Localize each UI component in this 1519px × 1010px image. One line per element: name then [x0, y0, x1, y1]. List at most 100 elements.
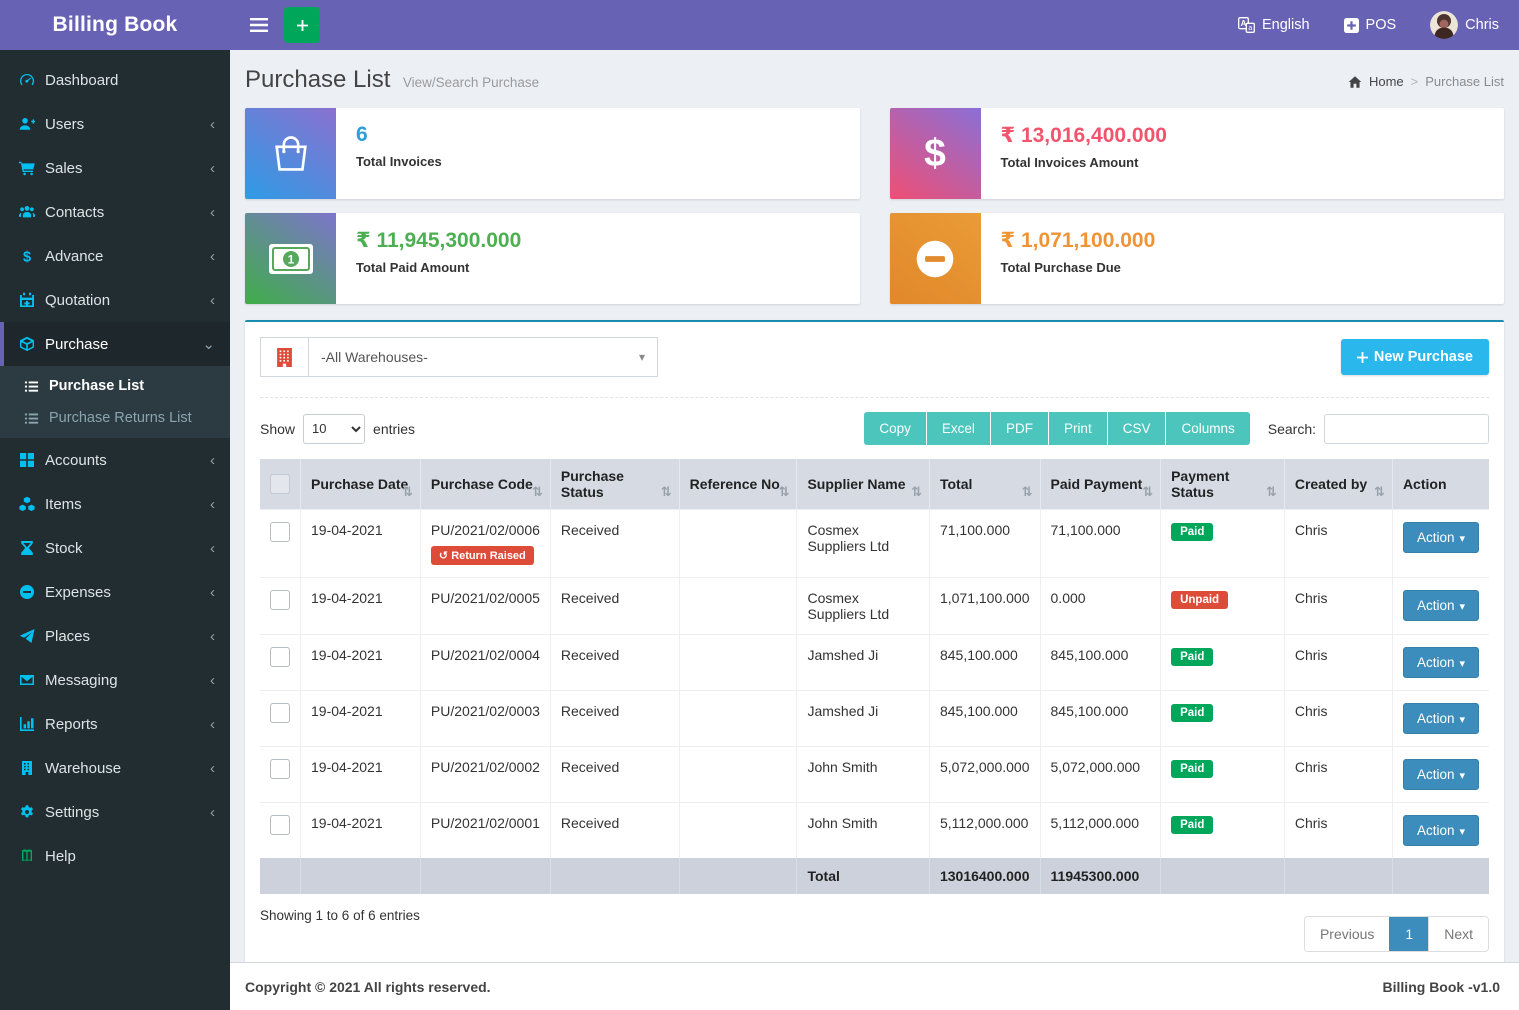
page-size-select[interactable]: 10 — [303, 413, 366, 444]
money-icon: 1 — [245, 213, 336, 304]
sort-icon[interactable]: ⇅ — [402, 484, 413, 499]
header-purchase-status[interactable]: Purchase Status ⇅ — [549, 459, 680, 510]
breadcrumb-home[interactable]: Home — [1368, 74, 1404, 89]
select-all-checkbox[interactable] — [270, 474, 290, 494]
sidebar-item-purchase[interactable]: Purchase ⌄ — [0, 322, 230, 366]
row-action-button[interactable]: Action ▾ — [1402, 522, 1479, 553]
chevron-left-icon: ‹ — [210, 759, 215, 777]
pagination-previous[interactable]: Previous — [1304, 917, 1390, 951]
chevron-left-icon: ‹ — [210, 451, 215, 469]
sidebar-item-label: Help — [45, 847, 76, 865]
row-checkbox[interactable] — [270, 815, 290, 835]
minus-big-icon — [889, 213, 981, 304]
divider — [260, 397, 1489, 398]
app-logo[interactable]: Billing Book — [52, 13, 178, 36]
export-excel-button[interactable]: Excel — [926, 412, 991, 445]
return-raised-badge[interactable]: ↺ Return Raised — [430, 546, 534, 565]
sidebar-item-settings[interactable]: Settings ‹ — [0, 790, 230, 834]
sidebar-item-quotation[interactable]: Quotation ‹ — [0, 278, 230, 322]
header-reference-no[interactable]: Reference No. ⇅ — [678, 459, 797, 510]
cell-created-by: Chris — [1283, 746, 1393, 803]
sidebar-item-places[interactable]: Places ‹ — [0, 614, 230, 658]
sidebar-item-accounts[interactable]: Accounts ‹ — [0, 438, 230, 482]
quick-add-button[interactable] — [284, 7, 320, 43]
sidebar-item-sales[interactable]: Sales ‹ — [0, 146, 230, 190]
row-checkbox[interactable] — [270, 703, 290, 723]
pagination-next[interactable]: Next — [1428, 917, 1488, 951]
header-purchase-date[interactable]: Purchase Date ⇅ — [300, 459, 421, 510]
new-purchase-button[interactable]: New Purchase — [1340, 339, 1489, 375]
sidebar-item-messaging[interactable]: Messaging ‹ — [0, 658, 230, 702]
header-supplier-name[interactable]: Supplier Name ⇅ — [796, 459, 930, 510]
row-checkbox[interactable] — [270, 590, 290, 610]
sidebar-item-reports[interactable]: Reports ‹ — [0, 702, 230, 746]
page-subtitle: View/Search Purchase — [402, 75, 540, 90]
export-columns-button[interactable]: Columns — [1166, 412, 1250, 445]
user-menu[interactable]: Chris — [1430, 11, 1499, 39]
row-checkbox[interactable] — [270, 522, 290, 542]
stat-label: Total Paid Amount — [356, 260, 470, 275]
sort-icon[interactable]: ⇅ — [1142, 484, 1154, 499]
row-checkbox[interactable] — [270, 759, 290, 779]
row-checkbox[interactable] — [270, 647, 290, 667]
sort-icon[interactable]: ⇅ — [778, 484, 790, 499]
header-paid-payment[interactable]: Paid Payment ⇅ — [1039, 459, 1161, 510]
sort-icon[interactable]: ⇅ — [1374, 484, 1385, 499]
sidebar-item-stock[interactable]: Stock ‹ — [0, 526, 230, 570]
row-action-button[interactable]: Action ▾ — [1402, 815, 1479, 846]
sidebar-subitem-purchase-returns-list[interactable]: Purchase Returns List — [0, 402, 230, 434]
export-copy-button[interactable]: Copy — [864, 412, 927, 445]
sort-icon[interactable]: ⇅ — [532, 484, 543, 499]
sort-icon[interactable]: ⇅ — [660, 484, 672, 499]
sidebar-item-help[interactable]: Help — [0, 834, 230, 878]
caret-down-icon: ▾ — [1459, 601, 1465, 613]
hourglass-icon — [19, 540, 45, 556]
pos-button[interactable]: POS — [1343, 17, 1396, 33]
export-csv-button[interactable]: CSV — [1107, 412, 1167, 445]
sidebar-item-dashboard[interactable]: Dashboard — [0, 58, 230, 102]
header-purchase-code[interactable]: Purchase Code ⇅ — [419, 459, 551, 510]
export-pdf-button[interactable]: PDF — [990, 412, 1049, 445]
sort-icon[interactable]: ⇅ — [911, 484, 922, 499]
row-action-button[interactable]: Action ▾ — [1402, 590, 1479, 621]
warehouse-select[interactable]: -All Warehouses- ▾ — [308, 337, 658, 377]
header-payment-status[interactable]: Payment Status ⇅ — [1160, 459, 1285, 510]
sidebar-item-label: Dashboard — [45, 71, 119, 89]
sidebar-item-expenses[interactable]: Expenses ‹ — [0, 570, 230, 614]
row-action-button[interactable]: Action ▾ — [1402, 703, 1479, 734]
chevron-left-icon: ‹ — [210, 671, 215, 689]
cell-purchase-code: PU/2021/02/0002 — [419, 746, 551, 803]
sort-icon[interactable]: ⇅ — [1265, 484, 1277, 499]
header-select-all[interactable] — [260, 459, 301, 510]
cell-paid-payment: 71,100.000 — [1039, 509, 1161, 578]
pagination-page-1[interactable]: 1 — [1389, 917, 1429, 951]
row-action-button[interactable]: Action ▾ — [1402, 647, 1479, 678]
sidebar-item-items[interactable]: Items ‹ — [0, 482, 230, 526]
caret-down-icon: ▾ — [1459, 714, 1465, 726]
search-input[interactable] — [1324, 413, 1489, 444]
sidebar-item-users[interactable]: Users ‹ — [0, 102, 230, 146]
cell-total: 5,112,000.000 — [928, 802, 1041, 858]
hamburger-icon[interactable] — [242, 8, 276, 42]
cell-purchase-status: Received — [549, 634, 680, 691]
sidebar-item-contacts[interactable]: Contacts ‹ — [0, 190, 230, 234]
export-print-button[interactable]: Print — [1048, 412, 1108, 445]
header-total[interactable]: Total ⇅ — [928, 459, 1041, 510]
sidebar-item-label: Contacts — [45, 203, 105, 221]
sidebar-item-warehouse[interactable]: Warehouse ‹ — [0, 746, 230, 790]
help-icon — [19, 848, 45, 864]
caret-down-icon: ▾ — [1459, 658, 1465, 670]
sidebar-subitem-purchase-list[interactable]: Purchase List — [0, 370, 230, 402]
payment-status-badge: Unpaid — [1171, 591, 1229, 609]
row-action-button[interactable]: Action ▾ — [1402, 759, 1479, 790]
header-created-by[interactable]: Created by ⇅ — [1283, 459, 1393, 510]
sidebar-item-advance[interactable]: $ Advance ‹ — [0, 234, 230, 278]
avatar — [1430, 11, 1459, 39]
sort-icon[interactable]: ⇅ — [1021, 484, 1033, 499]
export-buttons: Copy Excel PDF Print CSV Columns — [864, 412, 1250, 445]
pagination: Previous 1 Next — [1303, 916, 1489, 952]
warehouse-row: -All Warehouses- ▾ New Purchase — [260, 337, 1489, 377]
